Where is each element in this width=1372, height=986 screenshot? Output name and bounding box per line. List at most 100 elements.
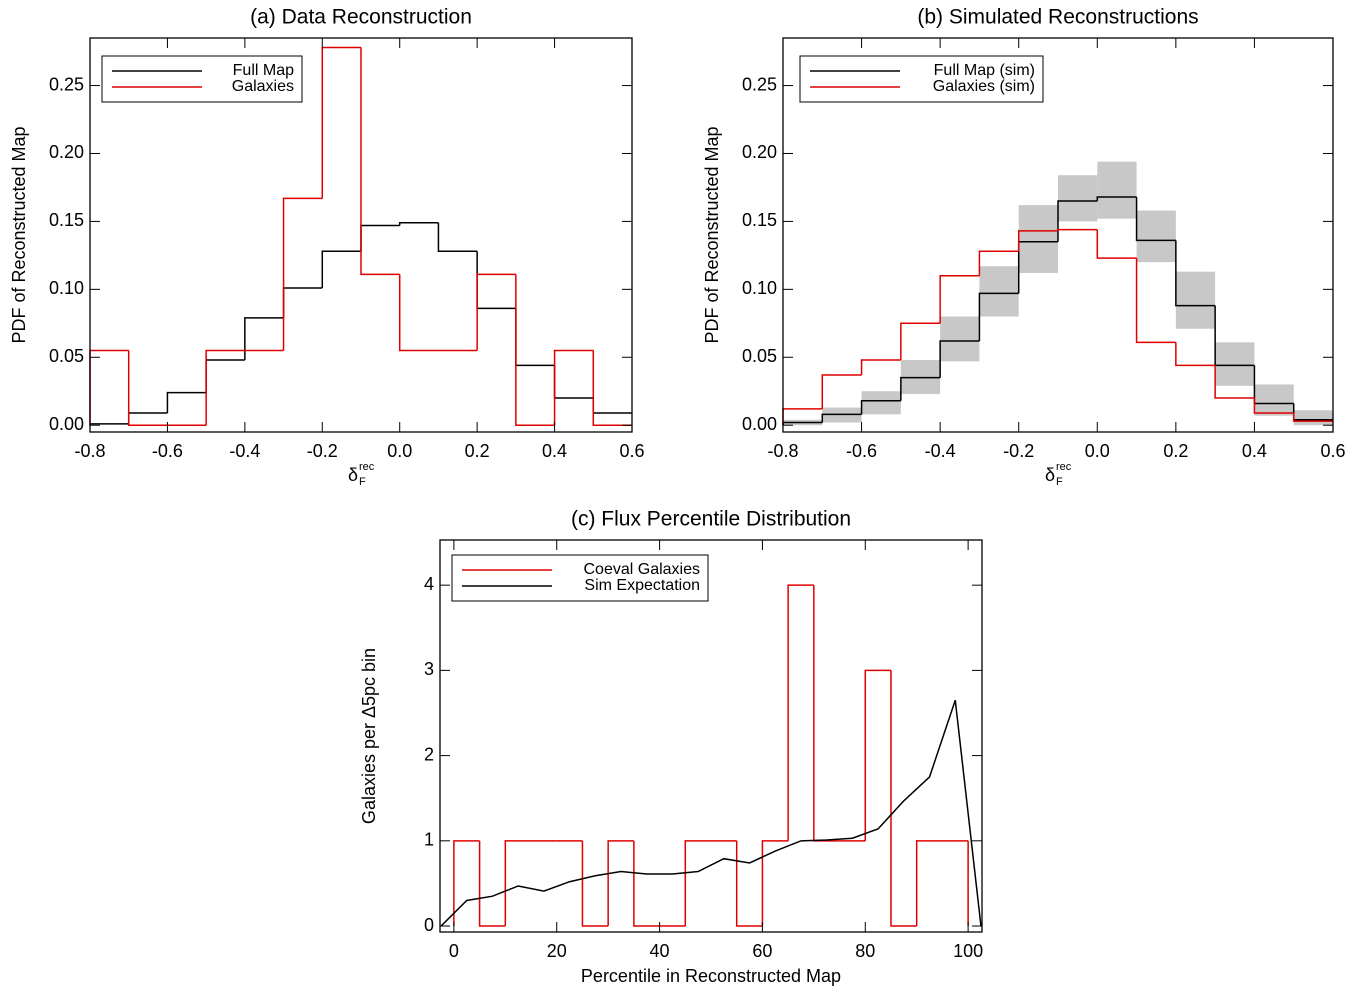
- histogram-step: [515, 274, 555, 426]
- sim-line: [440, 699, 982, 927]
- histogram-step: [453, 840, 480, 927]
- range-band: [1293, 410, 1333, 426]
- histogram-step: [1096, 229, 1137, 259]
- y-tick-label: 0.05: [742, 346, 777, 366]
- histogram-step: [915, 840, 943, 927]
- axes-frame: [89, 37, 633, 433]
- range-band: [940, 316, 980, 362]
- range-band: [1018, 205, 1058, 274]
- legend-label: Sim Expectation: [584, 577, 700, 594]
- histogram-step: [360, 47, 400, 276]
- x-tick-label: -0.2: [307, 441, 338, 461]
- histogram-step: [1057, 228, 1098, 231]
- legend-box: [799, 55, 1044, 103]
- histogram-step: [900, 376, 941, 401]
- histogram-step: [821, 374, 862, 409]
- y-tick-label: 0.00: [742, 414, 777, 434]
- histogram-step: [515, 308, 555, 367]
- histogram-step: [978, 292, 1019, 341]
- y-axis-label: PDF of Reconstructed Map: [702, 126, 722, 343]
- x-tick-label: 0.0: [1085, 441, 1110, 461]
- y-axis-label: PDF of Reconstructed Map: [9, 126, 29, 343]
- histogram-step: [478, 840, 506, 927]
- legend-label: Full Map (sim): [934, 62, 1035, 79]
- histogram-step: [860, 400, 901, 415]
- histogram-step: [360, 224, 400, 252]
- histogram-step: [1175, 240, 1216, 307]
- histogram-step: [398, 274, 439, 352]
- x-axis-label-sub: F: [359, 476, 366, 488]
- y-tick-label: 1: [424, 830, 434, 850]
- legend-box: [451, 554, 709, 602]
- x-axis-label-sup: rec: [359, 461, 375, 473]
- histogram-step: [504, 840, 532, 927]
- y-tick-label: 4: [424, 574, 434, 594]
- panel-title: (c) Flux Percentile Distribution: [571, 508, 851, 531]
- x-tick-label: 0.6: [619, 441, 644, 461]
- y-tick-label: 0.20: [742, 142, 777, 162]
- x-tick-label: 60: [752, 941, 772, 961]
- histogram-step: [553, 349, 594, 426]
- y-tick-label: 0.00: [49, 414, 84, 434]
- histogram-step: [684, 840, 711, 927]
- histogram-step: [978, 250, 1019, 276]
- x-tick-label: 0.0: [387, 441, 412, 461]
- range-band: [1097, 161, 1137, 219]
- histogram-step: [860, 359, 901, 375]
- x-tick-label: 80: [855, 941, 875, 961]
- histogram-step: [1017, 230, 1058, 252]
- histogram-step: [437, 222, 478, 253]
- histogram-step: [761, 840, 789, 927]
- range-band: [1058, 175, 1098, 222]
- histogram-step: [282, 287, 323, 318]
- x-tick-label: -0.4: [925, 441, 956, 461]
- histogram-step: [166, 391, 207, 413]
- histogram-step: [607, 840, 634, 927]
- histogram-step: [398, 222, 439, 226]
- x-tick-label: -0.8: [74, 441, 105, 461]
- histogram-step: [735, 840, 763, 927]
- x-tick-label: 0.2: [465, 441, 490, 461]
- histogram-step: [813, 585, 840, 842]
- axes-frame: [782, 37, 1334, 433]
- x-axis-label: δ: [348, 465, 358, 485]
- x-tick-label: -0.2: [1003, 441, 1034, 461]
- histogram-step: [592, 398, 632, 414]
- y-axis-label: Galaxies per Δ5pc bin: [359, 648, 379, 824]
- x-tick-label: 0: [449, 941, 459, 961]
- x-axis-label-sub: F: [1056, 476, 1063, 488]
- y-tick-label: 0.05: [49, 346, 84, 366]
- histogram-step: [1253, 398, 1294, 414]
- y-tick-label: 0.15: [49, 210, 84, 230]
- panel-title: (a) Data Reconstruction: [250, 6, 472, 29]
- x-tick-label: 40: [650, 941, 670, 961]
- y-tick-label: 3: [424, 659, 434, 679]
- range-band: [1175, 271, 1216, 329]
- histogram-step: [205, 359, 245, 393]
- histogram-step: [476, 251, 516, 310]
- histogram-step: [244, 317, 284, 360]
- histogram-step: [787, 584, 814, 841]
- histogram-step: [1135, 258, 1176, 344]
- y-tick-label: 0.25: [49, 74, 84, 94]
- legend-box: [101, 55, 303, 103]
- y-tick-label: 0: [424, 915, 434, 935]
- x-tick-label: 20: [547, 941, 567, 961]
- x-tick-label: -0.8: [767, 441, 798, 461]
- histogram-step: [321, 250, 361, 288]
- x-tick-label: 0.6: [1320, 441, 1345, 461]
- histogram-step: [900, 322, 941, 360]
- legend-label: Coeval Galaxies: [584, 561, 701, 578]
- histogram-step: [633, 840, 660, 927]
- y-tick-label: 0.10: [742, 278, 777, 298]
- histogram-step: [553, 365, 594, 399]
- histogram-step: [1214, 365, 1255, 399]
- y-tick-label: 0.15: [742, 210, 777, 230]
- x-tick-label: 100: [953, 941, 983, 961]
- x-tick-label: -0.6: [846, 441, 877, 461]
- range-band: [979, 266, 1019, 317]
- histogram-step: [89, 349, 129, 426]
- x-axis-label: Percentile in Reconstructed Map: [581, 966, 841, 986]
- histogram-step: [864, 669, 891, 841]
